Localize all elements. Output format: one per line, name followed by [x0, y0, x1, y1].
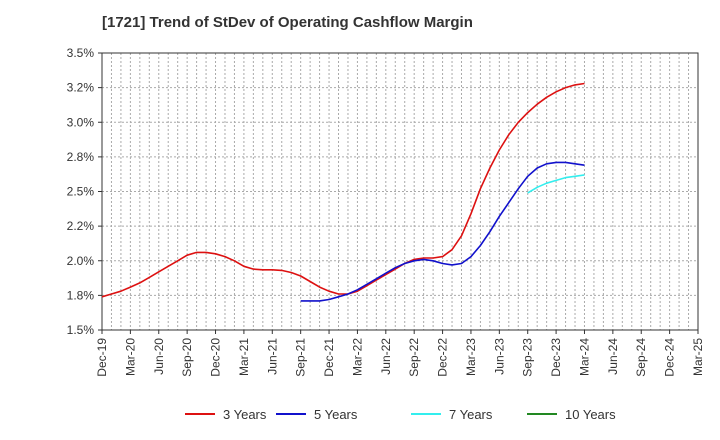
x-tick-label: Sep-23: [521, 338, 535, 377]
legend-label: 10 Years: [565, 407, 616, 422]
x-tick-label: Dec-19: [95, 338, 109, 377]
series-line-5-years: [300, 161, 585, 302]
x-tick-label: Sep-21: [294, 338, 308, 377]
legend: 3 Years 5 Years 7 Years 10 Years: [185, 407, 616, 422]
y-tick-label: 2.2%: [67, 219, 95, 233]
x-axis: Dec-19 Mar-20 Jun-20 Sep-20 Dec-20 Mar-21 Jun-…: [95, 330, 705, 377]
x-tick-label: Dec-21: [322, 338, 336, 377]
x-tick-label: Jun-20: [152, 338, 166, 375]
x-tick-label: Sep-24: [634, 338, 648, 377]
x-tick-label: Dec-22: [436, 338, 450, 377]
y-tick-label: 2.8%: [67, 150, 95, 164]
legend-label: 5 Years: [314, 407, 358, 422]
series-line-7-years: [527, 174, 585, 194]
chart-title: [1721] Trend of StDev of Operating Cashf…: [102, 14, 473, 31]
legend-label: 3 Years: [223, 407, 267, 422]
y-axis: 1.5% 1.8% 2.0% 2.2% 2.5% 2.8% 3.0% 3.2% 3.5%: [67, 46, 102, 337]
x-tick-label: Mar-25: [691, 338, 705, 376]
x-tick-label: Dec-23: [549, 338, 563, 377]
x-tick-label: Jun-23: [492, 338, 506, 375]
y-tick-label: 1.5%: [67, 323, 95, 337]
x-tick-label: Mar-22: [350, 338, 364, 376]
x-tick-label: Jun-21: [265, 338, 279, 375]
x-tick-label: Dec-24: [663, 338, 677, 377]
x-tick-label: Sep-22: [407, 338, 421, 377]
x-tick-label: Mar-21: [237, 338, 251, 376]
y-tick-label: 1.8%: [67, 288, 95, 302]
series-line-3-years: [101, 82, 585, 298]
x-tick-label: Mar-24: [577, 338, 591, 376]
gridlines: [102, 53, 698, 330]
x-tick-label: Jun-24: [606, 338, 620, 375]
x-tick-label: Mar-20: [123, 338, 137, 376]
y-tick-label: 2.5%: [67, 185, 95, 199]
y-tick-label: 3.2%: [67, 81, 95, 95]
x-tick-label: Jun-22: [379, 338, 393, 375]
y-tick-label: 3.5%: [67, 46, 95, 60]
x-tick-label: Mar-23: [464, 338, 478, 376]
x-tick-label: Sep-20: [180, 338, 194, 377]
y-tick-label: 2.0%: [67, 254, 95, 268]
y-tick-label: 3.0%: [67, 115, 95, 129]
series-lines: [101, 82, 585, 302]
legend-label: 7 Years: [449, 407, 493, 422]
x-tick-label: Dec-20: [209, 338, 223, 377]
